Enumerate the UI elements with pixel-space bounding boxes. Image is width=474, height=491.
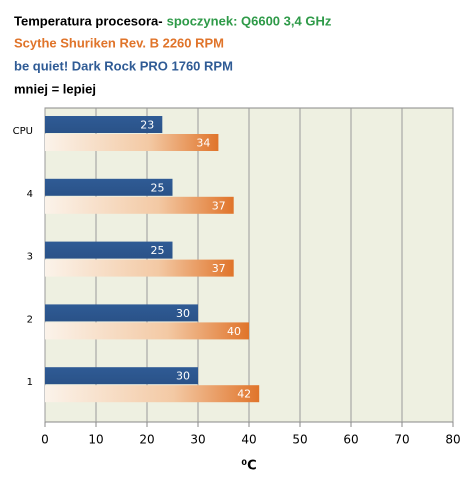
x-axis-label: ⁰C <box>241 459 256 474</box>
bar <box>45 385 260 403</box>
data-label: 25 <box>151 181 165 194</box>
legend-entry: Scythe Shuriken Rev. B 2260 RPM <box>14 35 224 50</box>
x-tick-label: 20 <box>139 433 154 447</box>
bar <box>45 304 198 322</box>
x-tick-label: 70 <box>394 433 409 447</box>
bar <box>45 322 249 340</box>
x-tick-label: 60 <box>343 433 358 447</box>
data-label: 34 <box>196 137 210 150</box>
bar <box>45 259 234 277</box>
bar <box>45 367 198 385</box>
y-tick-label: 2 <box>27 314 33 325</box>
x-tick-label: 0 <box>41 433 49 447</box>
data-label: 37 <box>212 199 226 212</box>
data-label: 37 <box>212 262 226 275</box>
data-label: 30 <box>176 370 190 383</box>
x-tick-label: 40 <box>241 433 256 447</box>
y-tick-label: 3 <box>27 252 33 263</box>
bar <box>45 116 163 133</box>
y-tick-label: 4 <box>27 189 33 200</box>
note: mniej = lepiej <box>14 81 96 96</box>
data-label: 40 <box>227 325 241 338</box>
chart-title: Temperatura procesora- <box>14 13 163 28</box>
data-label: 42 <box>237 388 251 401</box>
bar <box>45 196 234 214</box>
x-tick-label: 10 <box>88 433 103 447</box>
y-tick-label: 1 <box>27 377 33 388</box>
y-tick-label: CPU <box>13 126 33 137</box>
bar <box>45 134 219 151</box>
x-tick-label: 50 <box>292 433 307 447</box>
x-tick-label: 30 <box>190 433 205 447</box>
x-tick-label: 80 <box>445 433 460 447</box>
bar <box>45 241 173 259</box>
legend-entry: be quiet! Dark Rock PRO 1760 RPM <box>14 58 233 73</box>
data-label: 25 <box>151 244 165 257</box>
data-label: 30 <box>176 307 190 320</box>
chart-subtitle: spoczynek: Q6600 3,4 GHz <box>167 13 332 28</box>
data-label: 23 <box>140 119 154 132</box>
bar <box>45 178 173 196</box>
